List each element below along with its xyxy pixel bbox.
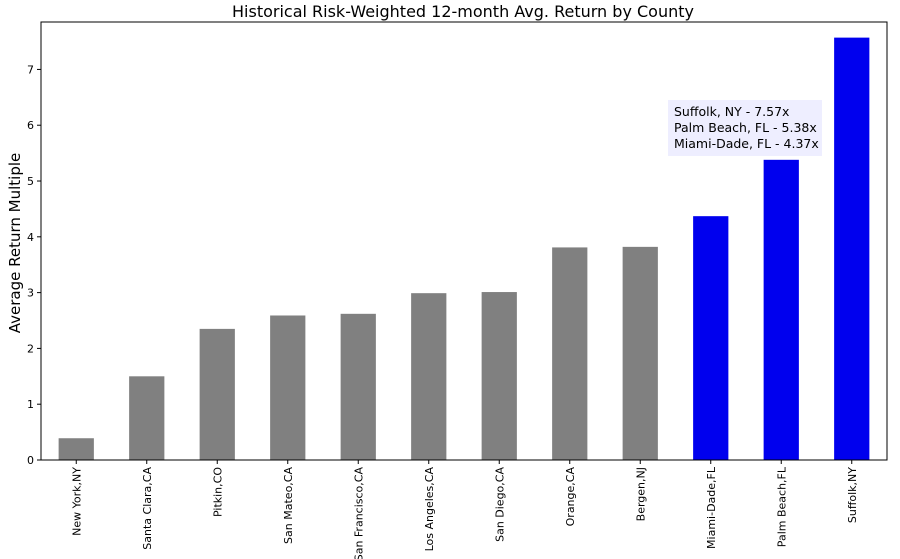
bar-6 [481, 292, 517, 460]
x-tick-label-6: San Diego,CA [493, 467, 506, 542]
bar-0 [58, 438, 94, 460]
bar-1 [129, 376, 165, 460]
y-tick-label-1: 1 [27, 398, 34, 411]
x-ticks-group: New York,NY Santa Clara,CA Pitkin,CO San Ma… [70, 460, 859, 559]
bar-9 [693, 216, 729, 460]
bar-5 [411, 293, 447, 460]
bar-2 [199, 328, 235, 460]
plot-frame [40, 21, 888, 461]
x-tick-label-10: Palm Beach,FL [775, 466, 788, 547]
y-tick-label-6: 6 [27, 119, 34, 132]
y-tick-label-2: 2 [27, 342, 34, 355]
y-tick-label-0: 0 [27, 454, 34, 467]
annotation-box: Suffolk, NY - 7.57x Palm Beach, FL - 5.3… [668, 100, 822, 156]
x-tick-label-11: Suffolk,NY [846, 467, 859, 523]
x-tick-label-9: Miami-Dade,FL [705, 466, 718, 549]
y-ticks-group: 0 1 2 3 4 5 6 7 [27, 63, 41, 467]
x-tick-label-2: Pitkin,CO [211, 467, 224, 517]
x-tick-label-1: Santa Clara,CA [141, 467, 154, 550]
bar-3 [270, 315, 306, 460]
bar-10 [763, 159, 799, 460]
annotation-background [668, 100, 822, 156]
annotation-line-2: Palm Beach, FL - 5.38x [674, 120, 817, 135]
x-tick-label-4: San Francisco,CA [352, 467, 365, 559]
bar-4 [340, 313, 376, 460]
x-tick-label-3: San Mateo,CA [282, 467, 295, 544]
y-tick-label-3: 3 [27, 287, 34, 300]
x-tick-label-0: New York,NY [70, 467, 83, 536]
bar-7 [552, 247, 588, 460]
x-tick-label-7: Orange,CA [564, 467, 577, 527]
chart-title: Historical Risk-Weighted 12-month Avg. R… [232, 2, 694, 21]
annotation-line-1: Suffolk, NY - 7.57x [674, 104, 789, 119]
y-axis-label: Average Return Multiple [6, 153, 24, 334]
bar-11 [834, 37, 870, 461]
x-tick-label-8: Bergen,NJ [634, 467, 647, 521]
y-tick-label-5: 5 [27, 175, 34, 188]
y-tick-label-7: 7 [27, 63, 34, 76]
bars-group [58, 37, 870, 461]
x-tick-label-5: Los Angeles,CA [423, 467, 436, 552]
annotation-line-3: Miami-Dade, FL - 4.37x [674, 136, 819, 151]
y-tick-label-4: 4 [27, 231, 34, 244]
bar-8 [622, 246, 658, 460]
